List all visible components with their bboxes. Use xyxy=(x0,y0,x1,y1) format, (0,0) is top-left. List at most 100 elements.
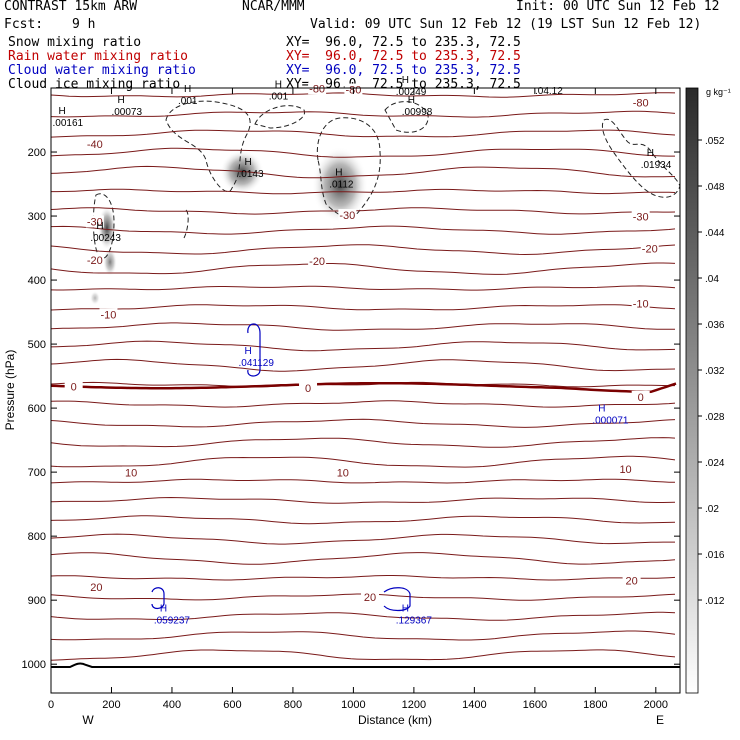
field-snow-name: Snow mixing ratio xyxy=(8,35,142,50)
maximum-value: .00243 xyxy=(90,233,121,244)
x-tick-label: 1200 xyxy=(402,699,426,711)
fcst-value: 9 h xyxy=(72,17,96,32)
isotherm-line xyxy=(51,92,676,98)
maximum-h-marker: H xyxy=(402,75,409,86)
contour-labels: -80 -80-80-40-30-30 -30-20 -20-20-10-100 001… xyxy=(64,82,659,604)
y-tick-label: 300 xyxy=(28,211,46,223)
contour-label: 10 xyxy=(337,467,349,479)
x-axis-label: Distance (km) xyxy=(358,713,432,727)
colorbar-tick-label: .012 xyxy=(705,596,725,607)
field-rain-name: Rain water mixing ratio xyxy=(8,49,189,64)
isotherm-line xyxy=(51,552,676,565)
maximum-h-marker: H xyxy=(160,603,167,614)
isotherm-line xyxy=(51,515,676,525)
isotherm-line xyxy=(51,207,676,215)
dashed-contour xyxy=(183,209,189,239)
contour-label: -10 xyxy=(633,298,649,310)
isotherm-line xyxy=(51,478,676,484)
colorbar-tick-label: .028 xyxy=(705,412,725,423)
dashed-contour xyxy=(384,101,429,133)
field-cloud-water-xy: XY= 96.0, 72.5 to 235.3, 72.5 xyxy=(286,63,521,78)
maximum-h-marker: H xyxy=(647,148,654,159)
field-snow-xy: XY= 96.0, 72.5 to 235.3, 72.5 xyxy=(286,35,521,50)
isotherm-line xyxy=(51,165,676,179)
contour-label-bg xyxy=(85,137,104,150)
maximum-h-marker: H xyxy=(408,95,415,106)
top-partial-label: .04.12 xyxy=(535,86,563,97)
isotherm-line xyxy=(51,304,676,311)
contour-label-bg xyxy=(338,209,357,222)
contour-label-bg xyxy=(87,581,106,594)
field-rain-xy: XY= 96.0, 72.5 to 235.3, 72.5 xyxy=(286,49,521,64)
maximum-value: .0143 xyxy=(238,169,263,180)
isotherm-line xyxy=(51,649,676,661)
maximum-value: .000071 xyxy=(592,416,629,427)
contour-label-bg xyxy=(616,463,635,476)
isotherm-line xyxy=(51,147,675,158)
contour-label: 20 xyxy=(625,576,637,588)
y-tick-label: 700 xyxy=(28,467,46,479)
colorbar-tick-label: .02 xyxy=(705,504,719,515)
maximum-h-marker: H xyxy=(244,346,251,357)
maximum-value: .00998 xyxy=(402,107,433,118)
cloud-water-contours xyxy=(151,323,411,612)
maximum-h-marker: H xyxy=(275,80,282,91)
shade-blob xyxy=(90,291,100,305)
y-tick-label: 400 xyxy=(28,275,46,287)
contour-label-bg xyxy=(122,466,141,479)
isotherm-line xyxy=(51,611,676,621)
isotherm-line xyxy=(51,262,676,275)
isotherm-line xyxy=(51,437,676,448)
isotherm-line xyxy=(51,496,676,504)
maximum-value: .129367 xyxy=(396,615,433,626)
contour-label: -80 xyxy=(309,83,325,95)
colorbar-tick-label: .044 xyxy=(705,228,725,239)
contour-label: 10 xyxy=(125,467,137,479)
x-axis: 0 200 400 600 800 1000 1200 1400 1600 1800 2000 xyxy=(48,88,668,711)
contour-label: 0 xyxy=(71,382,77,394)
contour-label-bg xyxy=(299,381,318,394)
colorbar-tick-label: .032 xyxy=(705,366,725,377)
contour-label: 0 xyxy=(305,383,311,395)
colorbar-tick-label: .04 xyxy=(705,274,719,285)
isotherm-line xyxy=(51,630,676,641)
chart-title: CONTRAST 15km ARW xyxy=(4,0,138,14)
y-axis-label: Pressure (hPa) xyxy=(3,350,17,431)
y-tick-label: 800 xyxy=(28,531,46,543)
west-label: W xyxy=(82,713,94,727)
contour-label-bg xyxy=(631,297,650,310)
contour-label: -30 xyxy=(87,216,103,228)
x-tick-label: 200 xyxy=(102,699,120,711)
y-tick-label: 500 xyxy=(28,339,46,351)
isotherm-line xyxy=(51,358,676,372)
contour-label: 0 xyxy=(638,392,644,404)
x-tick-label: 600 xyxy=(223,699,241,711)
maximum-value: .00249 xyxy=(396,87,427,98)
contour-label-bg xyxy=(631,390,650,403)
dashed-contours xyxy=(92,100,680,259)
maximum-value: .001 xyxy=(269,92,289,103)
shade-blob xyxy=(220,150,264,194)
field-cloud-water-name: Cloud water mixing ratio xyxy=(8,63,196,78)
x-tick-label: 1800 xyxy=(583,699,607,711)
contour-label-bg xyxy=(64,380,83,393)
maximum-h-marker: H xyxy=(96,221,103,232)
colorbar-ticks: .052 .048 .044 .04 .036 .032 .028 .024 .02 .016 .0… xyxy=(698,136,725,607)
temperature-contours xyxy=(51,92,680,668)
y-tick-label: 900 xyxy=(28,595,46,607)
maximum-h-marker: H xyxy=(598,404,605,415)
contour-label-bg xyxy=(361,591,380,604)
contour-label-bg xyxy=(99,308,118,321)
isotherm-line xyxy=(51,110,676,118)
contour-label-bg xyxy=(85,215,104,228)
contour-label: -20 xyxy=(642,243,658,255)
colorbar-tick-label: .016 xyxy=(705,550,725,561)
isotherm-line xyxy=(51,225,676,235)
maximum-h-marker: H xyxy=(402,603,409,614)
contour-label-bg xyxy=(308,255,327,268)
contour-label: -40 xyxy=(87,139,103,151)
contour-label: -10 xyxy=(101,309,117,321)
dashed-contour xyxy=(254,105,306,129)
isotherm-line xyxy=(51,322,676,331)
